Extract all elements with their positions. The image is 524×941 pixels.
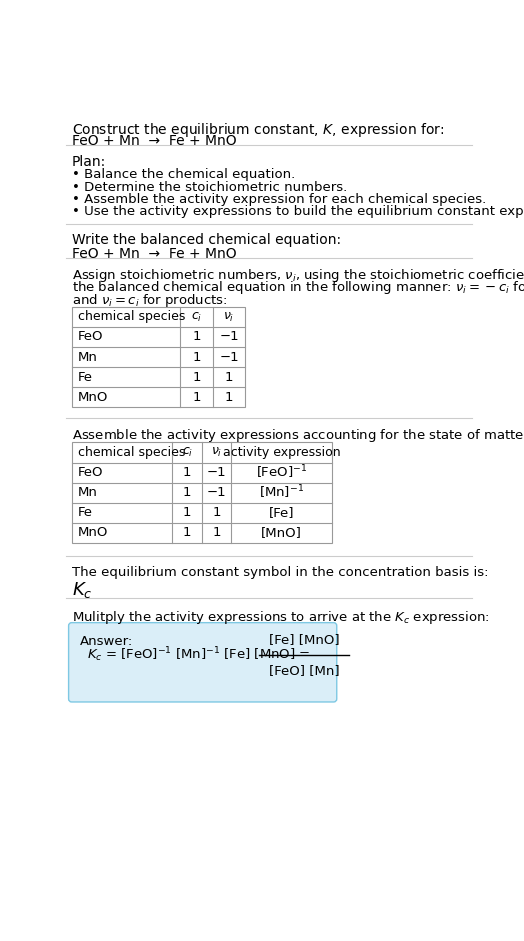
Text: Mn: Mn: [78, 350, 98, 363]
Bar: [72, 442, 332, 543]
Text: FeO + Mn  →  Fe + MnO: FeO + Mn → Fe + MnO: [72, 247, 236, 261]
Text: • Balance the chemical equation.: • Balance the chemical equation.: [72, 168, 295, 182]
Text: Mulitply the activity expressions to arrive at the $K_c$ expression:: Mulitply the activity expressions to arr…: [72, 609, 489, 626]
Text: Plan:: Plan:: [72, 154, 106, 168]
Text: 1: 1: [183, 486, 191, 499]
Bar: [72, 307, 245, 407]
Text: 1: 1: [183, 466, 191, 479]
Text: Fe: Fe: [78, 506, 93, 519]
Text: and $\nu_i = c_i$ for products:: and $\nu_i = c_i$ for products:: [72, 292, 227, 309]
Text: $\nu_i$: $\nu_i$: [223, 311, 235, 324]
Text: MnO: MnO: [78, 526, 108, 539]
Text: FeO + Mn  →  Fe + MnO: FeO + Mn → Fe + MnO: [72, 135, 236, 149]
Text: $K_c$: $K_c$: [72, 580, 92, 599]
Text: activity expression: activity expression: [223, 446, 341, 459]
Text: $\nu_i$: $\nu_i$: [211, 446, 222, 459]
Text: −1: −1: [219, 330, 239, 343]
Text: $c_i$: $c_i$: [181, 446, 193, 459]
Text: [FeO]$^{-1}$: [FeO]$^{-1}$: [256, 464, 307, 481]
Text: 1: 1: [192, 371, 201, 384]
Text: 1: 1: [192, 391, 201, 404]
Text: $c_i$: $c_i$: [191, 311, 202, 324]
Text: The equilibrium constant symbol in the concentration basis is:: The equilibrium constant symbol in the c…: [72, 566, 488, 579]
Text: the balanced chemical equation in the following manner: $\nu_i = -c_i$ for react: the balanced chemical equation in the fo…: [72, 279, 524, 296]
Text: • Use the activity expressions to build the equilibrium constant expression.: • Use the activity expressions to build …: [72, 205, 524, 218]
Text: • Assemble the activity expression for each chemical species.: • Assemble the activity expression for e…: [72, 193, 486, 206]
FancyBboxPatch shape: [69, 623, 337, 702]
Text: FeO: FeO: [78, 330, 103, 343]
Text: • Determine the stoichiometric numbers.: • Determine the stoichiometric numbers.: [72, 181, 347, 194]
Text: Assemble the activity expressions accounting for the state of matter and $\nu_i$: Assemble the activity expressions accoun…: [72, 427, 524, 444]
Text: Fe: Fe: [78, 371, 93, 384]
Text: 1: 1: [212, 506, 221, 519]
Text: [FeO] [Mn]: [FeO] [Mn]: [269, 664, 340, 678]
Text: 1: 1: [183, 506, 191, 519]
Text: Answer:: Answer:: [80, 635, 133, 648]
Text: [Fe] [MnO]: [Fe] [MnO]: [269, 632, 340, 646]
Text: chemical species: chemical species: [78, 311, 185, 324]
Text: [Mn]$^{-1}$: [Mn]$^{-1}$: [259, 484, 304, 502]
Text: 1: 1: [225, 371, 233, 384]
Text: [Fe]: [Fe]: [269, 506, 294, 519]
Text: 1: 1: [183, 526, 191, 539]
Text: −1: −1: [207, 466, 226, 479]
Text: −1: −1: [207, 486, 226, 499]
Text: 1: 1: [192, 350, 201, 363]
Text: 1: 1: [212, 526, 221, 539]
Text: Assign stoichiometric numbers, $\nu_i$, using the stoichiometric coefficients, $: Assign stoichiometric numbers, $\nu_i$, …: [72, 267, 524, 284]
Text: Construct the equilibrium constant, $K$, expression for:: Construct the equilibrium constant, $K$,…: [72, 120, 444, 138]
Text: chemical species: chemical species: [78, 446, 185, 459]
Text: FeO: FeO: [78, 466, 103, 479]
Text: Mn: Mn: [78, 486, 98, 499]
Text: 1: 1: [192, 330, 201, 343]
Text: $K_c$ = [FeO]$^{-1}$ [Mn]$^{-1}$ [Fe] [MnO] =: $K_c$ = [FeO]$^{-1}$ [Mn]$^{-1}$ [Fe] [M…: [87, 646, 312, 664]
Text: 1: 1: [225, 391, 233, 404]
Text: Write the balanced chemical equation:: Write the balanced chemical equation:: [72, 233, 341, 247]
Text: −1: −1: [219, 350, 239, 363]
Text: [MnO]: [MnO]: [261, 526, 302, 539]
Text: MnO: MnO: [78, 391, 108, 404]
